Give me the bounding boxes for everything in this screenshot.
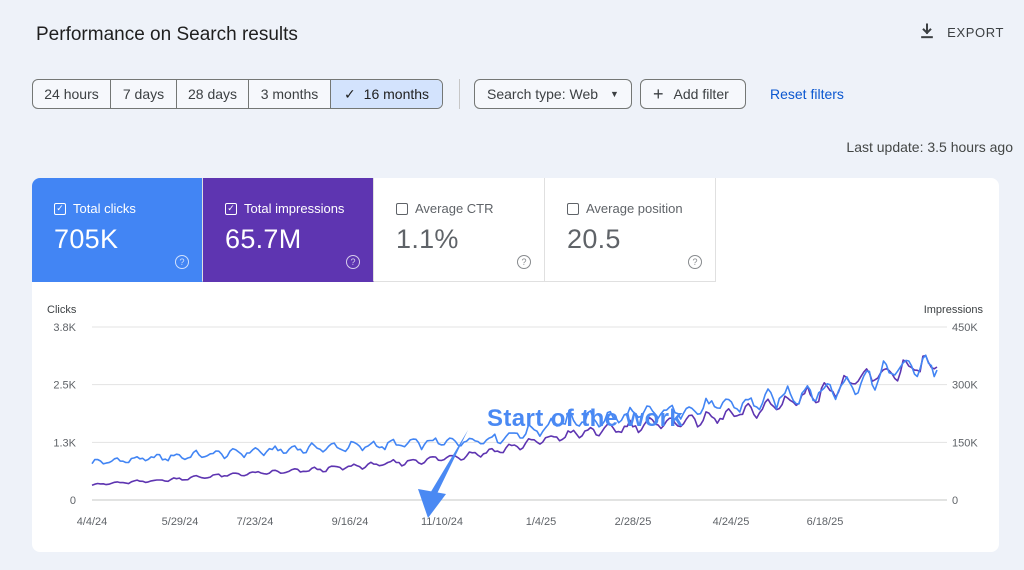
- left-tick-label: 0: [70, 495, 76, 507]
- right-tick-label: 450K: [952, 322, 978, 334]
- metric-tiles: ✓ Total clicks 705K ? ✓ Total impressions …: [32, 178, 999, 282]
- x-tick-label: 9/16/24: [332, 516, 369, 528]
- performance-chart: Clicks Impressions 0 0 1.3K 150K 2.5K 300K 3.8K 4…: [32, 282, 999, 552]
- right-tick-label: 0: [952, 495, 958, 507]
- download-icon: [921, 23, 934, 39]
- checkbox-checked-icon: ✓: [54, 202, 66, 215]
- checkbox-unchecked-icon: [567, 202, 579, 215]
- checkbox-unchecked-icon: [396, 202, 408, 215]
- left-axis-title: Clicks: [47, 304, 77, 316]
- annotation-arrow-shaft: [426, 430, 468, 504]
- impressions-series-line: [91, 354, 938, 486]
- chart-annotation: Start of the work: [487, 405, 684, 432]
- right-axis-title: Impressions: [924, 304, 984, 316]
- date-range-label: 24 hours: [44, 86, 99, 102]
- annotation-arrow-head: [418, 489, 446, 518]
- x-tick-label: 6/18/25: [807, 516, 844, 528]
- metric-average-position[interactable]: Average position 20.5 ?: [545, 178, 716, 282]
- x-tick-label: 4/4/24: [77, 516, 108, 528]
- date-range-selector: 24 hours 7 days 28 days 3 months ✓ 16 mon…: [32, 79, 443, 109]
- x-tick-label: 7/23/24: [237, 516, 274, 528]
- add-filter-label: Add filter: [673, 86, 729, 102]
- help-icon[interactable]: ?: [688, 255, 702, 269]
- date-range-3-months[interactable]: 3 months: [249, 80, 331, 108]
- date-range-24-hours[interactable]: 24 hours: [33, 80, 111, 108]
- x-tick-label: 1/4/25: [526, 516, 557, 528]
- metric-value: 1.1%: [396, 224, 459, 254]
- date-range-7-days[interactable]: 7 days: [111, 80, 177, 108]
- metric-total-clicks[interactable]: ✓ Total clicks 705K ?: [32, 178, 203, 282]
- left-tick-label: 2.5K: [53, 380, 76, 392]
- search-type-dropdown[interactable]: Search type: Web ▼: [474, 79, 632, 109]
- help-icon[interactable]: ?: [175, 255, 189, 269]
- metric-label: Average position: [586, 201, 683, 216]
- date-range-label: 28 days: [187, 86, 238, 102]
- export-label: EXPORT: [947, 24, 1004, 40]
- metric-total-impressions[interactable]: ✓ Total impressions 65.7M ?: [203, 178, 374, 282]
- x-tick-label: 2/28/25: [615, 516, 652, 528]
- reset-filters-link[interactable]: Reset filters: [770, 86, 844, 102]
- toolbar-divider: [459, 79, 460, 109]
- toolbar: 24 hours 7 days 28 days 3 months ✓ 16 mon…: [32, 79, 844, 109]
- x-tick-label: 4/24/25: [713, 516, 750, 528]
- date-range-16-months[interactable]: ✓ 16 months: [331, 80, 442, 108]
- metric-label: Average CTR: [415, 201, 494, 216]
- help-icon[interactable]: ?: [517, 255, 531, 269]
- search-type-label: Search type: Web: [487, 86, 599, 102]
- help-icon[interactable]: ?: [346, 255, 360, 269]
- right-tick-label: 150K: [952, 437, 978, 449]
- date-range-label: 3 months: [260, 86, 319, 102]
- chart-svg: Clicks Impressions 0 0 1.3K 150K 2.5K 300K 3.8K 4…: [47, 304, 984, 528]
- check-icon: ✓: [343, 85, 356, 102]
- last-update-text: Last update: 3.5 hours ago: [846, 139, 1013, 155]
- metric-value: 705K: [54, 224, 119, 254]
- left-tick-label: 3.8K: [53, 322, 76, 334]
- metric-average-ctr[interactable]: Average CTR 1.1% ?: [374, 178, 545, 282]
- left-tick-label: 1.3K: [53, 437, 76, 449]
- caret-down-icon: ▼: [610, 89, 619, 99]
- clicks-series-line: [91, 354, 938, 465]
- right-tick-label: 300K: [952, 380, 978, 392]
- plus-icon: +: [653, 84, 664, 104]
- performance-card: ✓ Total clicks 705K ? ✓ Total impressions …: [32, 178, 999, 552]
- export-button[interactable]: EXPORT: [917, 22, 1004, 42]
- metric-value: 20.5: [567, 224, 621, 254]
- x-tick-label: 5/29/24: [162, 516, 199, 528]
- page-title: Performance on Search results: [36, 24, 298, 45]
- metric-value: 65.7M: [225, 224, 302, 254]
- date-range-label: 16 months: [363, 86, 430, 102]
- date-range-28-days[interactable]: 28 days: [177, 80, 249, 108]
- add-filter-button[interactable]: + Add filter: [640, 79, 746, 109]
- metric-label: Total clicks: [73, 201, 136, 216]
- metric-label: Total impressions: [244, 201, 345, 216]
- date-range-label: 7 days: [122, 86, 165, 102]
- x-tick-label: 11/10/24: [421, 516, 463, 528]
- checkbox-checked-icon: ✓: [225, 202, 237, 215]
